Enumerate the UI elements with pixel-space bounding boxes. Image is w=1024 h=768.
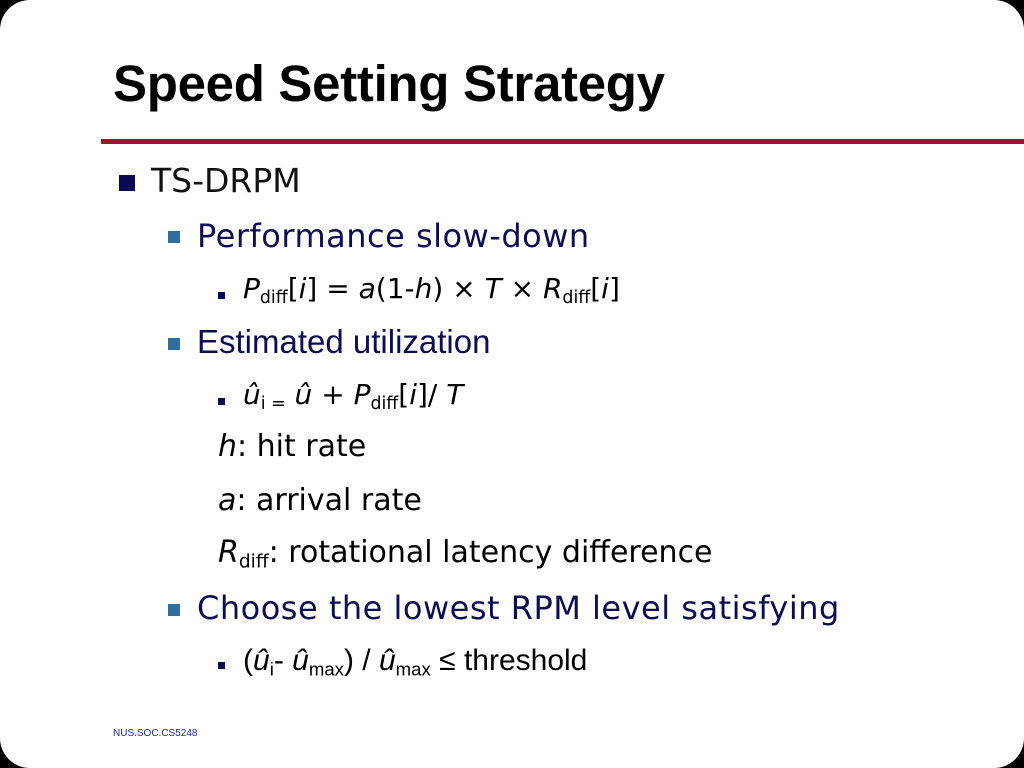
slide-title: Speed Setting Strategy bbox=[113, 55, 665, 112]
bullet-square-icon bbox=[168, 231, 180, 243]
bullet-choose-lowest-rpm: Choose the lowest RPM level satisfying bbox=[197, 589, 840, 627]
bullet-performance-slowdown: Performance slow-down bbox=[197, 217, 590, 255]
formula-utilization: ûi = û + Pdiff[i]/ T bbox=[243, 378, 464, 415]
title-divider bbox=[101, 139, 1024, 144]
bullet-square-icon bbox=[168, 604, 180, 616]
definition-h: h: hit rate bbox=[218, 429, 367, 464]
definition-a: a: arrival rate bbox=[218, 483, 422, 518]
bullet-square-icon bbox=[168, 338, 180, 350]
bullet-square-icon bbox=[119, 175, 135, 191]
bullet-ts-drpm: TS-DRPM bbox=[151, 161, 301, 200]
bullet-estimated-utilization: Estimated utilization bbox=[197, 323, 491, 360]
bullet-square-icon bbox=[218, 292, 225, 299]
formula-threshold: (ûi- ûmax) / ûmax ≤ threshold bbox=[243, 644, 588, 680]
formula-pdiff: Pdiff[i] = a(1-h) × T × Rdiff[i] bbox=[243, 272, 620, 309]
bullet-square-icon bbox=[218, 398, 225, 405]
definition-r: Rdiff: rotational latency difference bbox=[218, 535, 713, 573]
slide-footer: NUS.SOC.CS5248 bbox=[113, 728, 198, 739]
bullet-square-icon bbox=[218, 662, 225, 669]
